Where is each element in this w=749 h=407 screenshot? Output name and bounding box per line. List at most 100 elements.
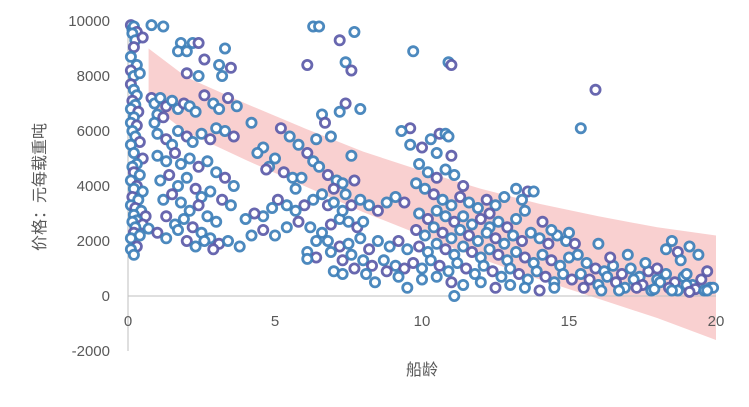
- scatter-point: [398, 196, 411, 209]
- scatter-point: [195, 127, 208, 140]
- scatter-point: [495, 270, 508, 283]
- scatter-point: [415, 262, 428, 275]
- scatter-point: [310, 133, 323, 146]
- scatter-point: [192, 160, 205, 173]
- scatter-point: [336, 204, 349, 217]
- scatter-point: [324, 218, 337, 231]
- scatter-point: [415, 141, 428, 154]
- scatter-point: [204, 185, 217, 198]
- scatter-point: [536, 248, 549, 261]
- scatter-point: [474, 212, 487, 225]
- scatter-point: [289, 204, 302, 217]
- scatter-point: [371, 204, 384, 217]
- scatter-point: [460, 262, 473, 275]
- scatter-point: [451, 256, 464, 269]
- scatter-point: [345, 248, 358, 261]
- scatter-point: [660, 243, 673, 256]
- scatter-point: [136, 31, 149, 44]
- scatter-point: [454, 223, 467, 236]
- scatter-point: [315, 226, 328, 239]
- scatter-point: [245, 229, 258, 242]
- scatter-point: [354, 193, 367, 206]
- scatter-point: [307, 193, 320, 206]
- scatter-point: [604, 251, 617, 264]
- scatter-point: [389, 190, 402, 203]
- x-tick-label: 20: [708, 313, 725, 330]
- scatter-point: [315, 188, 328, 201]
- scatter-point: [145, 19, 158, 32]
- y-tick-label: 6000: [77, 123, 110, 140]
- scatter-point: [613, 284, 626, 297]
- scatter-point: [345, 199, 358, 212]
- scatter-point: [442, 130, 455, 143]
- scatter-point: [157, 193, 170, 206]
- scatter-point: [568, 237, 581, 250]
- scatter-point: [571, 248, 584, 261]
- scatter-point: [398, 262, 411, 275]
- scatter-point: [163, 168, 176, 181]
- scatter-point: [701, 284, 714, 297]
- scatter-point: [363, 243, 376, 256]
- scatter-point: [339, 188, 352, 201]
- scatter-point: [216, 70, 229, 83]
- scatter-point: [465, 245, 478, 258]
- scatter-point: [377, 254, 390, 267]
- scatter-point: [518, 251, 531, 264]
- scatter-point: [518, 204, 531, 217]
- scatter-point: [401, 281, 414, 294]
- scatter-point: [127, 248, 140, 261]
- scatter-point: [427, 188, 440, 201]
- scatter-point: [457, 278, 470, 291]
- scatter-point: [457, 179, 470, 192]
- scatter-point: [268, 152, 281, 165]
- scatter-point: [424, 254, 437, 267]
- scatter-point: [433, 259, 446, 272]
- y-tick-label: 8000: [77, 68, 110, 85]
- scatter-point: [301, 59, 314, 72]
- scatter-point: [413, 240, 426, 253]
- y-tick-label: 4000: [77, 178, 110, 195]
- scatter-point: [166, 94, 179, 107]
- scatter-point: [380, 196, 393, 209]
- scatter-point: [407, 45, 420, 58]
- scatter-point: [336, 177, 349, 190]
- scatter-point: [213, 59, 226, 72]
- scatter-point: [483, 207, 496, 220]
- x-tick-label: 10: [414, 313, 431, 330]
- scatter-point: [268, 229, 281, 242]
- scatter-point: [407, 256, 420, 269]
- scatter-point: [516, 234, 529, 247]
- y-tick-label: 0: [102, 288, 110, 305]
- scatter-point: [204, 133, 217, 146]
- scatter-point: [651, 262, 664, 275]
- scatter-point: [548, 281, 561, 294]
- y-tick-label: 10000: [68, 13, 110, 30]
- scatter-point: [457, 240, 470, 253]
- scatter-point: [124, 232, 137, 245]
- scatter-point: [454, 190, 467, 203]
- scatter-point: [301, 252, 314, 265]
- scatter-point: [133, 67, 146, 80]
- x-tick-label: 15: [561, 313, 578, 330]
- scatter-point: [271, 193, 284, 206]
- scatter-point: [518, 281, 531, 294]
- scatter-point: [218, 42, 231, 55]
- scatter-point: [327, 196, 340, 209]
- scatter-point: [160, 210, 173, 223]
- scatter-point: [177, 212, 190, 225]
- scatter-point: [313, 160, 326, 173]
- scatter-point: [524, 226, 537, 239]
- scatter-point: [127, 41, 140, 54]
- scatter-point: [192, 37, 205, 50]
- scatter-point: [127, 146, 140, 159]
- scatter-point: [233, 240, 246, 253]
- scatter-point: [592, 237, 605, 250]
- scatter-point: [321, 234, 334, 247]
- scatter-point: [427, 221, 440, 234]
- scatter-point: [213, 103, 226, 116]
- scatter-point: [630, 281, 643, 294]
- scatter-point: [189, 105, 202, 118]
- scatter-point: [680, 267, 693, 280]
- scatter-point: [171, 125, 184, 138]
- scatter-point: [474, 276, 487, 289]
